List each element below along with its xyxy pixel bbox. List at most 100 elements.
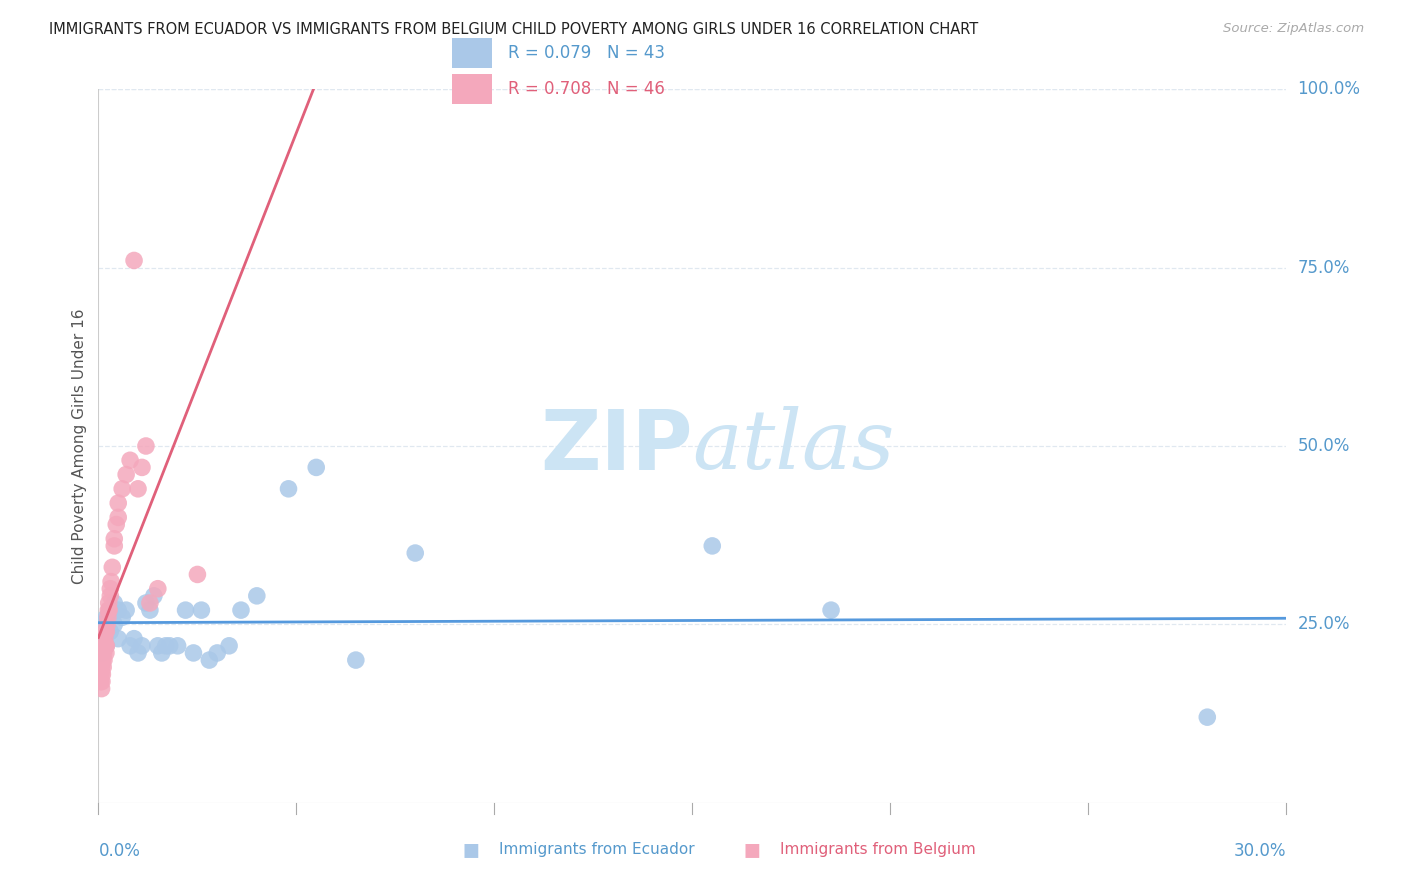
Point — [91, 674, 114, 689]
Point — [139, 596, 162, 610]
Point — [101, 560, 124, 574]
Text: ▪: ▪ — [461, 835, 481, 863]
Point — [404, 546, 426, 560]
Point — [186, 567, 208, 582]
Point — [98, 624, 121, 639]
Point — [120, 453, 142, 467]
Point — [155, 639, 177, 653]
Point — [820, 603, 842, 617]
Point — [97, 596, 120, 610]
Point — [107, 603, 129, 617]
Point — [702, 539, 724, 553]
Point — [135, 596, 157, 610]
Point — [142, 589, 165, 603]
Point — [91, 660, 114, 674]
Point — [97, 603, 120, 617]
Bar — [453, 37, 492, 68]
Point — [131, 639, 153, 653]
Point — [105, 517, 128, 532]
Point — [344, 653, 367, 667]
Point — [89, 653, 111, 667]
Point — [96, 639, 118, 653]
Point — [91, 646, 114, 660]
Point — [96, 624, 118, 639]
Point — [218, 639, 240, 653]
Point — [183, 646, 205, 660]
Point — [103, 539, 125, 553]
Point — [96, 617, 118, 632]
Point — [146, 582, 169, 596]
Point — [305, 460, 328, 475]
Point — [103, 596, 125, 610]
Point — [111, 610, 134, 624]
Point — [89, 667, 111, 681]
Point — [198, 653, 221, 667]
Point — [229, 603, 252, 617]
Point — [103, 617, 125, 632]
Point — [90, 660, 112, 674]
Point — [91, 667, 114, 681]
Text: 100.0%: 100.0% — [1298, 80, 1361, 98]
Point — [90, 681, 112, 696]
Point — [91, 653, 114, 667]
Point — [98, 603, 121, 617]
Text: 0.0%: 0.0% — [98, 842, 141, 860]
Point — [89, 674, 111, 689]
Point — [96, 610, 118, 624]
Point — [90, 674, 112, 689]
Point — [131, 460, 153, 475]
Point — [111, 482, 134, 496]
Point — [93, 646, 115, 660]
Point — [115, 467, 138, 482]
Text: Immigrants from Ecuador: Immigrants from Ecuador — [499, 842, 695, 856]
Point — [277, 482, 299, 496]
Text: 50.0%: 50.0% — [1298, 437, 1350, 455]
Point — [174, 603, 197, 617]
Point — [93, 653, 115, 667]
Point — [91, 617, 114, 632]
Point — [98, 582, 121, 596]
Bar — [453, 74, 492, 103]
Point — [159, 639, 181, 653]
Point — [107, 632, 129, 646]
Point — [1197, 710, 1219, 724]
Point — [98, 603, 121, 617]
Text: atlas: atlas — [692, 406, 894, 486]
Point — [127, 646, 149, 660]
Point — [98, 589, 121, 603]
Point — [246, 589, 269, 603]
Point — [190, 603, 212, 617]
Text: Immigrants from Belgium: Immigrants from Belgium — [780, 842, 976, 856]
Point — [89, 639, 111, 653]
Point — [90, 667, 112, 681]
Text: 75.0%: 75.0% — [1298, 259, 1350, 277]
Point — [89, 660, 111, 674]
Point — [107, 496, 129, 510]
Point — [115, 603, 138, 617]
Point — [139, 603, 162, 617]
Point — [97, 610, 120, 624]
Point — [205, 646, 228, 660]
Point — [94, 639, 117, 653]
Text: 30.0%: 30.0% — [1234, 842, 1286, 860]
Point — [96, 624, 118, 639]
Text: R = 0.708   N = 46: R = 0.708 N = 46 — [508, 79, 665, 98]
Point — [166, 639, 188, 653]
Point — [94, 632, 117, 646]
Point — [91, 632, 114, 646]
Point — [146, 639, 169, 653]
Text: ▪: ▪ — [742, 835, 762, 863]
Point — [96, 639, 118, 653]
Point — [122, 632, 145, 646]
Text: ZIP: ZIP — [540, 406, 692, 486]
Point — [120, 639, 142, 653]
Text: Source: ZipAtlas.com: Source: ZipAtlas.com — [1223, 22, 1364, 36]
Point — [135, 439, 157, 453]
Point — [150, 646, 173, 660]
Point — [94, 624, 117, 639]
Point — [93, 639, 115, 653]
Y-axis label: Child Poverty Among Girls Under 16: Child Poverty Among Girls Under 16 — [72, 309, 87, 583]
Point — [122, 253, 145, 268]
Point — [94, 646, 117, 660]
Text: 25.0%: 25.0% — [1298, 615, 1350, 633]
